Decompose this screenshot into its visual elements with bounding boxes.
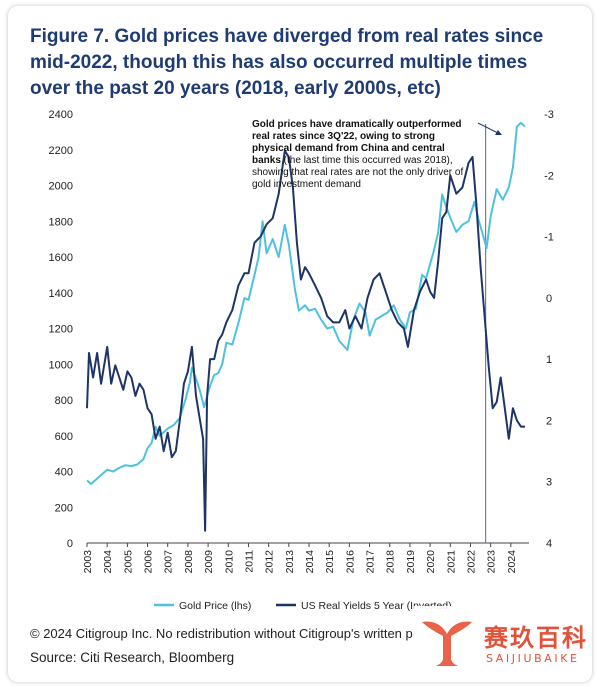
legend-gold-label: Gold Price (lhs)	[179, 600, 251, 612]
annotation-arrow	[477, 122, 501, 135]
x-tick-label: 2015	[324, 550, 336, 574]
x-tick-label: 2004	[102, 550, 114, 574]
watermark: 赛玖百科 SAIJIUBAIKE	[414, 606, 592, 682]
left-tick-label: 1800	[49, 216, 73, 228]
x-tick-label: 2012	[264, 550, 276, 574]
left-tick-label: 2400	[49, 109, 73, 121]
left-tick-label: 1600	[49, 252, 73, 264]
left-tick-label: 2000	[49, 181, 73, 193]
x-tick-label: 2009	[203, 550, 215, 574]
left-tick-label: 2200	[49, 145, 73, 157]
left-tick-label: 600	[55, 431, 73, 443]
x-tick-label: 2017	[365, 550, 377, 574]
right-tick-label: -2	[544, 170, 554, 182]
whale-tail-logo-icon	[422, 621, 472, 666]
left-tick-label: 400	[55, 467, 73, 479]
x-tick-label: 2020	[425, 550, 437, 574]
x-tick-label: 2003	[82, 550, 94, 574]
annotation-line-3: physical demand from China and central	[252, 143, 445, 154]
annotation-line-4: banks (the last time this occurred was 2…	[252, 155, 453, 166]
annotation-line-6: gold investment demand	[252, 179, 361, 190]
x-tick-label: 2008	[183, 550, 195, 574]
x-tick-label: 2021	[445, 550, 457, 574]
left-tick-label: 0	[67, 538, 73, 550]
real-yields-line	[86, 149, 525, 532]
left-tick-label: 1200	[49, 324, 73, 336]
x-tick-label: 2007	[163, 550, 175, 574]
x-tick-label: 2013	[284, 550, 296, 574]
left-tick-label: 1400	[49, 288, 73, 300]
copyright-note: © 2024 Citigroup Inc. No redistribution …	[30, 626, 413, 641]
x-tick-label: 2005	[122, 550, 134, 574]
annotation-line-2: real rates since 3Q'22, owing to strong	[252, 131, 435, 142]
source-note: Source: Citi Research, Bloomberg	[30, 650, 235, 665]
right-tick-label: -3	[544, 109, 554, 121]
x-tick-label: 2011	[243, 550, 255, 573]
left-tick-label: 200	[55, 502, 73, 514]
watermark-en-text: SAIJIUBAIKE	[486, 652, 580, 665]
figure-title: Figure 7. Gold prices have diverged from…	[30, 26, 544, 99]
annotation-arrowhead	[495, 130, 502, 135]
annotation-bold-tail: banks	[252, 155, 281, 166]
right-tick-label: 2	[546, 415, 552, 427]
watermark-cn-text: 赛玖百科	[484, 624, 588, 652]
right-tick-label: 4	[546, 538, 552, 550]
legend-yield-label: US Real Yields 5 Year (Inverted)	[301, 600, 452, 612]
right-tick-label: -1	[544, 232, 554, 244]
x-tick-label: 2023	[486, 550, 498, 574]
x-tick-label: 2014	[304, 550, 316, 574]
annotation-line-5: showing that real rates are not the only…	[252, 167, 463, 178]
chart: 0200400600800100012001400160018002000220…	[49, 109, 554, 612]
left-tick-label: 800	[55, 395, 73, 407]
legend: Gold Price (lhs) US Real Yields 5 Year (…	[154, 600, 452, 612]
x-tick-label: 2016	[344, 550, 356, 574]
x-tick-label: 2024	[506, 550, 518, 574]
right-tick-label: 3	[546, 477, 552, 489]
x-tick-label: 2018	[385, 550, 397, 574]
right-tick-label: 0	[546, 293, 552, 305]
right-tick-label: 1	[546, 354, 552, 366]
x-tick-label: 2019	[405, 550, 417, 574]
x-tick-label: 2006	[143, 550, 155, 574]
x-tick-label: 2022	[465, 550, 477, 574]
left-tick-label: 1000	[49, 359, 73, 371]
x-tick-label: 2010	[223, 550, 235, 574]
figure-card: Figure 7. Gold prices have diverged from…	[8, 6, 592, 682]
annotation-line-1: Gold prices have dramatically outperform…	[252, 119, 462, 130]
annotation-normal-suffix: (the last time this occurred was 2018),	[281, 155, 453, 166]
